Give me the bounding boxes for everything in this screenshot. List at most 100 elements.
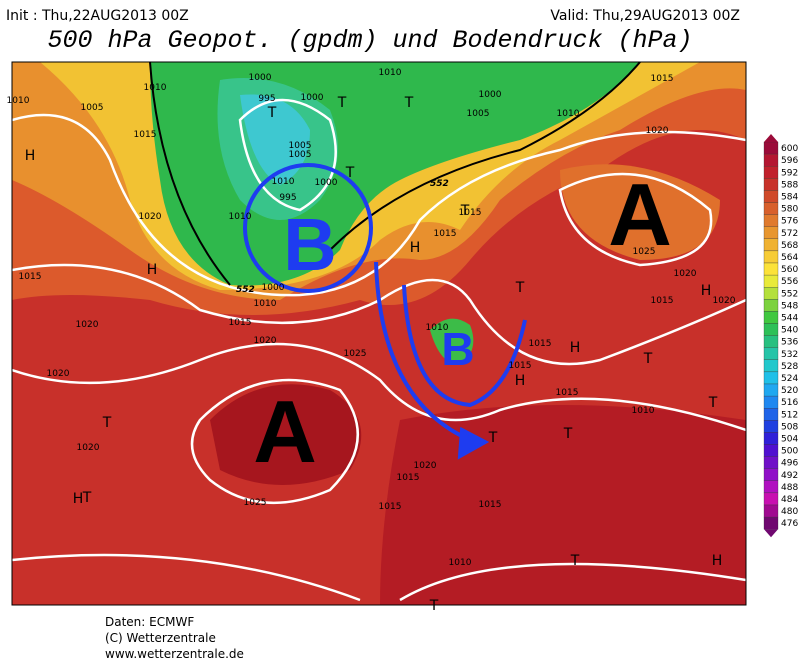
pressure-center: T [708, 395, 718, 411]
colorbar-swatch [763, 383, 779, 397]
annotation-letter: B [441, 323, 474, 375]
colorbar-label: 492 [781, 471, 798, 481]
pressure-center: T [563, 426, 573, 442]
colorbar-label: 580 [781, 205, 798, 215]
colorbar-swatch [763, 335, 779, 348]
colorbar-label: 596 [781, 156, 798, 166]
isobar-label: 1015 [134, 130, 157, 140]
colorbar-label: 576 [781, 217, 798, 227]
pressure-center: T [429, 598, 439, 614]
colorbar-swatch [763, 347, 779, 360]
isobar-label: 1015 [459, 208, 482, 218]
isobar-label: 1005 [289, 141, 312, 151]
isobar-label: 1015 [651, 296, 674, 306]
colorbar-swatch [763, 359, 779, 373]
pressure-center: T [102, 415, 112, 431]
colorbar-label: 564 [781, 253, 798, 263]
pressure-center: T [570, 553, 580, 569]
colorbar-label: 544 [781, 313, 798, 323]
colorbar-swatch [763, 250, 779, 264]
colorbar-label: 500 [781, 447, 798, 457]
isobar-label: 1020 [77, 443, 100, 453]
colorbar-swatch [763, 141, 779, 155]
isobar-label: 1015 [397, 473, 420, 483]
init-time: Init : Thu,22AUG2013 00Z [6, 8, 189, 24]
isobar-label: 1015 [379, 502, 402, 512]
footer-line: Daten: ECMWF [105, 615, 194, 629]
colorbar-swatch [763, 444, 779, 457]
colorbar-label: 552 [781, 289, 798, 299]
isobar-label: 1020 [47, 369, 70, 379]
colorbar-swatch [763, 238, 779, 252]
pressure-center: T [515, 280, 525, 296]
pressure-center: T [643, 351, 653, 367]
isobar-label: 1025 [633, 247, 656, 257]
colorbar-swatch [763, 408, 779, 421]
colorbar-label: 540 [781, 326, 798, 336]
pressure-center: H [410, 240, 421, 256]
isobar-label: 1015 [556, 388, 579, 398]
colorbar-label: 504 [781, 434, 798, 444]
colorbar-swatch [763, 516, 779, 530]
isobar-label: 1010 [379, 68, 402, 78]
colorbar-swatch [763, 311, 779, 324]
colorbar-swatch [763, 178, 779, 191]
isobar-label: 1000 [262, 283, 285, 293]
colorbar-swatch [763, 226, 779, 239]
pressure-center: T [488, 430, 498, 446]
colorbar-label: 536 [781, 338, 798, 348]
isobar-label: 1005 [467, 109, 490, 119]
contour-label: 552 [430, 179, 449, 189]
colorbar-label: 556 [781, 277, 798, 287]
isobar-label: 1010 [229, 212, 252, 222]
colorbar-swatch [763, 166, 779, 179]
annotation-letter: B [283, 203, 336, 286]
colorbar-label: 560 [781, 265, 798, 275]
colorbar-label: 508 [781, 422, 798, 432]
isobar-label: 995 [258, 94, 275, 104]
isobar-label: 1015 [651, 74, 674, 84]
contour-label: 552 [236, 285, 255, 295]
footer-line: www.wetterzentrale.de [105, 647, 244, 661]
pressure-center: H [147, 262, 158, 278]
colorbar-swatch [763, 214, 779, 227]
annotation-drawing [243, 163, 527, 460]
colorbar-swatch [763, 371, 779, 385]
isobar-label: 1025 [244, 498, 267, 508]
isobar-label: 1010 [272, 177, 295, 187]
isobar-label: 1000 [249, 73, 272, 83]
isobar-label: 995 [279, 193, 296, 203]
isobar-label: 1010 [7, 96, 30, 106]
pressure-center: H [570, 340, 581, 356]
colorbar-label: 584 [781, 192, 798, 202]
isobar-label: 1015 [529, 339, 552, 349]
isobar-label: 1000 [479, 90, 502, 100]
colorbar-label: 528 [781, 362, 798, 372]
isobar-label: 1020 [646, 126, 669, 136]
isobar-label: 1020 [713, 296, 736, 306]
colorbar-label: 572 [781, 229, 798, 239]
isobar-label: 1020 [139, 212, 162, 222]
colorbar-label: 488 [781, 483, 798, 493]
isobar-label: 1020 [76, 320, 99, 330]
colorbar-cap [764, 529, 778, 538]
pressure-center: T [267, 105, 277, 121]
colorbar-label: 548 [781, 301, 798, 311]
isobar-label: 1010 [449, 558, 472, 568]
colorbar-label: 480 [781, 507, 798, 517]
colorbar-label: 476 [781, 519, 798, 529]
colorbar-swatch [763, 153, 779, 167]
colorbar-cap [764, 134, 778, 142]
isobar-label: 1015 [19, 272, 42, 282]
colorbar-label: 496 [781, 459, 798, 469]
isobar-label: 1015 [229, 318, 252, 328]
pressure-center: H [712, 553, 723, 569]
isobar-label: 1010 [144, 83, 167, 93]
pressure-center: T [404, 95, 414, 111]
map-title: 500 hPa Geopot. (gpdm) und Bodendruck (h… [47, 26, 692, 55]
pressure-center: T [460, 203, 470, 219]
pressure-center: T [337, 95, 347, 111]
isobar-label: 1020 [414, 461, 437, 471]
